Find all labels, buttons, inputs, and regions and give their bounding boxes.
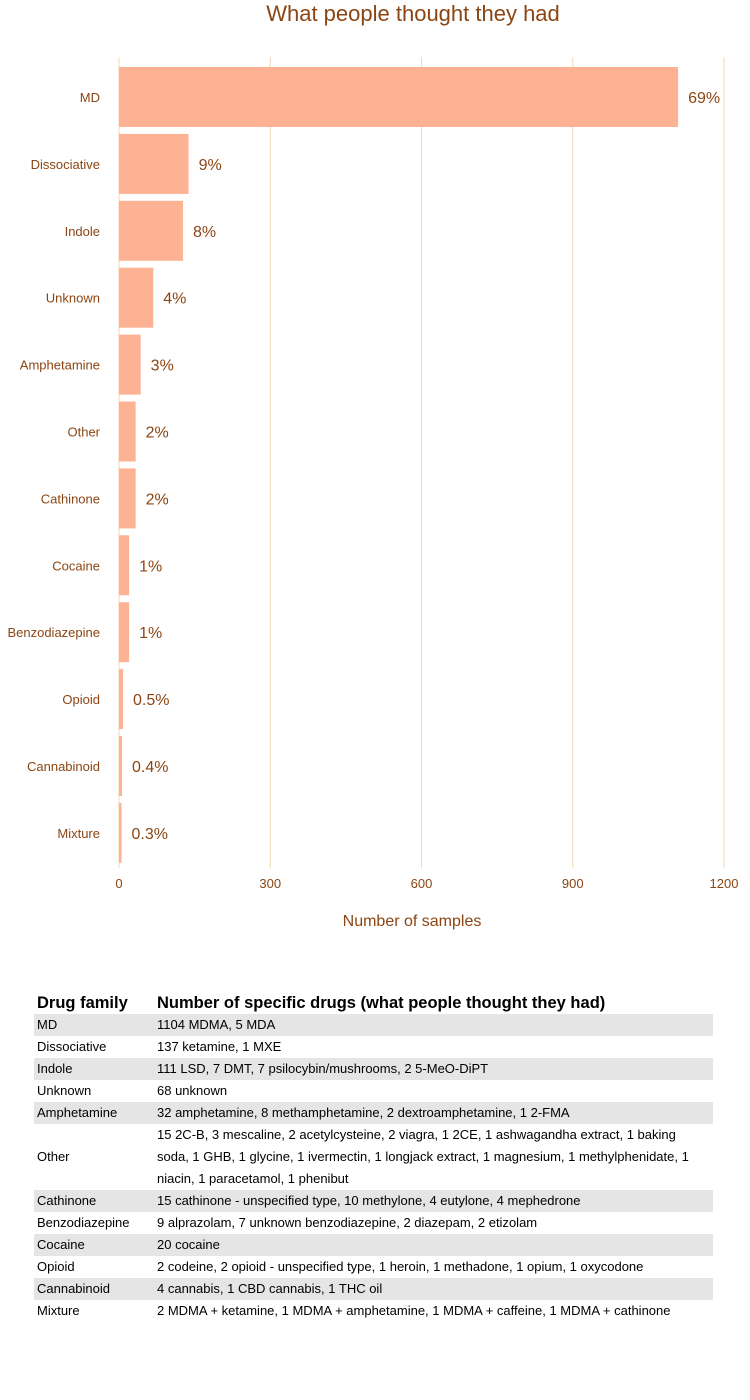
category-label: Dissociative bbox=[31, 157, 100, 172]
bar-opioid bbox=[119, 669, 124, 730]
bar-dissociative bbox=[119, 133, 189, 194]
specific-drugs-cell: 2 codeine, 2 opioid - unspecified type, … bbox=[157, 1259, 644, 1274]
data-label: 9% bbox=[199, 157, 222, 174]
data-label: 4% bbox=[163, 291, 186, 308]
x-tick-label: 600 bbox=[411, 876, 433, 891]
table-row: Cannabinoid 4 cannabis, 1 CBD cannabis, 1… bbox=[34, 1278, 713, 1300]
specific-drugs-cell: 32 amphetamine, 8 methamphetamine, 2 dex… bbox=[154, 1102, 713, 1124]
data-label: 8% bbox=[193, 224, 216, 241]
category-label: MD bbox=[80, 90, 100, 105]
table-row: Amphetamine 32 amphetamine, 8 methampheta… bbox=[34, 1102, 713, 1124]
data-label: 69% bbox=[688, 90, 720, 107]
drug-family-cell: Dissociative bbox=[37, 1039, 107, 1054]
drug-table: Drug family Number of specific drugs (wh… bbox=[34, 990, 713, 1322]
bar-chart: 0 300 600 900 1200 MD 69% Dissociative 9% Indole 8… bbox=[7, 57, 739, 930]
table-row: Cocaine 20 cocaine bbox=[34, 1234, 713, 1256]
data-label: 2% bbox=[146, 491, 169, 508]
category-label: Cannabinoid bbox=[27, 759, 100, 774]
x-axis-title: Number of samples bbox=[343, 913, 482, 930]
drug-family-cell: Other bbox=[37, 1149, 70, 1164]
table-row: Other 15 2C-B, 3 mescaline, 2 acetylcyste… bbox=[34, 1124, 713, 1190]
specific-drugs-cell: 9 alprazolam, 7 unknown benzodiazepine, … bbox=[157, 1215, 538, 1230]
x-tick-label: 300 bbox=[259, 876, 281, 891]
header-specific-drugs: Number of specific drugs (what people th… bbox=[157, 993, 606, 1012]
table-row: Indole 111 LSD, 7 DMT, 7 psilocybin/mushr… bbox=[34, 1058, 713, 1080]
table-row: Mixture 2 MDMA + ketamine, 1 MDMA + amphe… bbox=[34, 1300, 713, 1322]
category-label: Amphetamine bbox=[20, 358, 100, 373]
category-label: Benzodiazepine bbox=[7, 625, 100, 640]
bar-mixture bbox=[119, 802, 122, 863]
specific-drugs-cell: 4 cannabis, 1 CBD cannabis, 1 THC oil bbox=[154, 1278, 713, 1300]
table-header-row: Drug family Number of specific drugs (wh… bbox=[34, 990, 713, 1014]
category-label: Other bbox=[67, 425, 100, 440]
table-row: Unknown 68 unknown bbox=[34, 1080, 713, 1102]
bar-other bbox=[119, 401, 136, 462]
specific-drugs-cell: 68 unknown bbox=[157, 1083, 228, 1098]
bar-unknown bbox=[119, 267, 154, 328]
drug-family-cell: MD bbox=[34, 1014, 154, 1036]
x-tick-label: 900 bbox=[562, 876, 584, 891]
bar-cannabinoid bbox=[119, 736, 123, 796]
data-label: 0.3% bbox=[132, 826, 168, 843]
drug-family-cell: Cathinone bbox=[34, 1190, 154, 1212]
drug-family-cell: Benzodiazepine bbox=[37, 1215, 130, 1230]
specific-drugs-cell: 15 cathinone - unspecified type, 10 meth… bbox=[154, 1190, 713, 1212]
category-label: Cathinone bbox=[41, 491, 100, 506]
table-row: MD 1104 MDMA, 5 MDA bbox=[34, 1014, 713, 1036]
data-label: 1% bbox=[139, 558, 162, 575]
category-label: Indole bbox=[65, 224, 100, 239]
table-row: Benzodiazepine 9 alprazolam, 7 unknown be… bbox=[34, 1212, 713, 1234]
specific-drugs-cell: 15 2C-B, 3 mescaline, 2 acetylcysteine, … bbox=[157, 1127, 689, 1186]
drug-family-cell: Cocaine bbox=[34, 1234, 154, 1256]
drug-family-cell: Amphetamine bbox=[34, 1102, 154, 1124]
drug-family-cell: Opioid bbox=[37, 1259, 75, 1274]
specific-drugs-cell: 137 ketamine, 1 MXE bbox=[157, 1039, 282, 1054]
x-tick-label: 0 bbox=[115, 876, 122, 891]
bar-md bbox=[119, 67, 679, 127]
drug-family-cell: Unknown bbox=[37, 1083, 92, 1098]
category-label: Mixture bbox=[57, 826, 100, 841]
bar-amphetamine bbox=[119, 334, 141, 395]
x-tick-label: 1200 bbox=[710, 876, 739, 891]
table-row: Cathinone 15 cathinone - unspecified type… bbox=[34, 1190, 713, 1212]
specific-drugs-cell: 20 cocaine bbox=[154, 1234, 713, 1256]
category-label: Opioid bbox=[62, 692, 100, 707]
data-label: 1% bbox=[139, 625, 162, 642]
bar-benzodiazepine bbox=[119, 602, 130, 663]
data-label: 3% bbox=[151, 358, 174, 375]
category-label: Unknown bbox=[46, 291, 100, 306]
data-label: 2% bbox=[146, 425, 169, 442]
drug-family-cell: Indole bbox=[34, 1058, 154, 1080]
specific-drugs-cell: 111 LSD, 7 DMT, 7 psilocybin/mushrooms, … bbox=[154, 1058, 713, 1080]
data-label: 0.5% bbox=[133, 692, 169, 709]
drug-family-cell: Cannabinoid bbox=[34, 1278, 154, 1300]
specific-drugs-cell: 2 MDMA + ketamine, 1 MDMA + amphetamine,… bbox=[157, 1303, 671, 1318]
drug-family-cell: Mixture bbox=[37, 1303, 80, 1318]
specific-drugs-cell: 1104 MDMA, 5 MDA bbox=[154, 1014, 713, 1036]
bar-cocaine bbox=[119, 535, 130, 596]
bar-indole bbox=[119, 200, 184, 261]
header-drug-family: Drug family bbox=[37, 993, 128, 1012]
chart-title: What people thought they had bbox=[266, 1, 560, 26]
table-row: Dissociative 137 ketamine, 1 MXE bbox=[34, 1036, 713, 1058]
table-row: Opioid 2 codeine, 2 opioid - unspecified … bbox=[34, 1256, 713, 1278]
bar-cathinone bbox=[119, 468, 136, 529]
data-label: 0.4% bbox=[132, 759, 168, 776]
category-label: Cocaine bbox=[52, 558, 100, 573]
